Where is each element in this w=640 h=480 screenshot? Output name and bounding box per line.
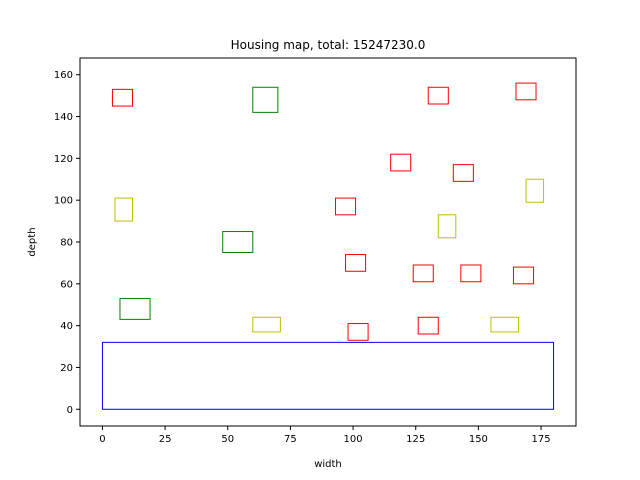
house-rect-red-2	[427, 86, 449, 105]
house-rect-red-5	[452, 164, 474, 182]
house-rect-red-8	[412, 264, 434, 283]
x-tick-label: 150	[469, 434, 488, 445]
y-tick-label: 120	[54, 154, 73, 165]
house-rect-red-11	[347, 323, 369, 341]
x-tick-label: 175	[531, 434, 550, 445]
house-rect-green-13	[252, 86, 279, 113]
y-tick-label: 100	[54, 196, 73, 207]
y-tick-label: 40	[60, 321, 73, 332]
house-rect-red-7	[345, 254, 367, 272]
house-rect-yellow-16	[114, 197, 134, 222]
y-tick-label: 80	[60, 238, 73, 249]
house-rect-red-1	[111, 88, 134, 107]
y-tick-label: 160	[54, 70, 73, 81]
house-rect-yellow-17	[437, 214, 457, 239]
house-rect-red-9	[460, 264, 482, 283]
x-tick-label: 125	[406, 434, 425, 445]
house-rect-yellow-19	[252, 316, 281, 333]
house-rect-green-15	[119, 297, 151, 320]
house-rect-green-14	[222, 231, 254, 253]
house-rect-red-3	[515, 82, 537, 101]
x-axis: 0 25 50 75 100 125 150 175	[99, 426, 551, 445]
x-tick-label: 100	[344, 434, 363, 445]
y-tick-label: 140	[54, 112, 73, 123]
x-tick-label: 75	[284, 434, 297, 445]
y-axis-label: depth	[27, 227, 38, 256]
house-rect-red-12	[417, 316, 439, 335]
house-rect-yellow-18	[525, 178, 545, 203]
chart-title: Housing map, total: 15247230.0	[231, 38, 426, 52]
plot-area	[101, 82, 555, 410]
y-tick-label: 60	[60, 279, 73, 290]
x-axis-label: width	[314, 459, 342, 470]
house-rect-blue-0	[101, 341, 555, 410]
house-rect-yellow-20	[490, 316, 519, 333]
house-rect-red-6	[335, 197, 357, 216]
x-tick-label: 0	[99, 434, 105, 445]
x-tick-label: 25	[159, 434, 172, 445]
x-tick-label: 50	[221, 434, 234, 445]
y-tick-label: 20	[60, 363, 73, 374]
house-rect-red-10	[512, 266, 535, 285]
y-tick-label: 0	[67, 405, 73, 416]
house-rect-red-4	[390, 153, 412, 172]
y-axis: 0 20 40 60 80 100 120 140 160	[54, 70, 80, 416]
